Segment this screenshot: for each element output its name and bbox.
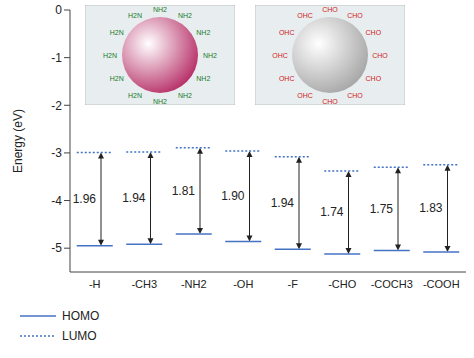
svg-text:H2N: H2N: [110, 75, 124, 82]
svg-text:CHO: CHO: [366, 29, 382, 36]
svg-text:0: 0: [55, 3, 62, 17]
svg-text:-F: -F: [288, 278, 299, 290]
svg-text:CHO: CHO: [322, 98, 338, 105]
svg-text:-COOH: -COOH: [423, 278, 460, 290]
svg-text:NH2: NH2: [196, 75, 210, 82]
svg-text:1.94: 1.94: [122, 191, 146, 205]
svg-text:1.96: 1.96: [73, 192, 97, 206]
svg-text:OHC: OHC: [279, 29, 295, 36]
svg-text:OHC: OHC: [297, 12, 313, 19]
svg-text:OHC: OHC: [297, 92, 313, 99]
html-text:HOMO: HOMO: [62, 309, 100, 323]
svg-text:H2N: H2N: [128, 92, 142, 99]
svg-text:1.74: 1.74: [320, 205, 344, 219]
svg-text:1.94: 1.94: [271, 196, 295, 210]
svg-text:-1: -1: [51, 51, 62, 65]
svg-text:-CH3: -CH3: [131, 278, 157, 290]
svg-text:H2N: H2N: [103, 52, 117, 59]
html-text:LUMO: LUMO: [62, 329, 97, 343]
svg-text:NH2: NH2: [178, 12, 192, 19]
svg-text:-H: -H: [89, 278, 101, 290]
svg-text:-3: -3: [51, 146, 62, 160]
svg-text:-5: -5: [51, 241, 62, 255]
svg-text:-NH2: -NH2: [181, 278, 207, 290]
svg-text:CHO: CHO: [366, 75, 382, 82]
svg-text:-4: -4: [51, 194, 62, 208]
svg-text:1.90: 1.90: [221, 189, 245, 203]
svg-text:Energy (eV): Energy (eV): [11, 109, 25, 173]
svg-text:1.83: 1.83: [419, 201, 443, 215]
svg-text:NH2: NH2: [178, 92, 192, 99]
svg-text:NH2: NH2: [203, 52, 217, 59]
svg-text:H2N: H2N: [110, 29, 124, 36]
svg-text:NH2: NH2: [153, 98, 167, 105]
svg-text:OHC: OHC: [279, 75, 295, 82]
svg-text:1.81: 1.81: [172, 184, 196, 198]
svg-text:1.75: 1.75: [370, 202, 394, 216]
svg-text:CHO: CHO: [347, 92, 363, 99]
svg-text:CHO: CHO: [347, 12, 363, 19]
svg-text:-OH: -OH: [233, 278, 253, 290]
svg-text:NH2: NH2: [153, 6, 167, 13]
svg-text:-2: -2: [51, 99, 62, 113]
svg-text:-CHO: -CHO: [328, 278, 357, 290]
svg-text:H2N: H2N: [128, 12, 142, 19]
svg-text:CHO: CHO: [372, 52, 388, 59]
svg-text:-COCH3: -COCH3: [371, 278, 413, 290]
svg-text:CHO: CHO: [322, 6, 338, 13]
svg-text:OHC: OHC: [272, 52, 288, 59]
svg-text:NH2: NH2: [196, 29, 210, 36]
